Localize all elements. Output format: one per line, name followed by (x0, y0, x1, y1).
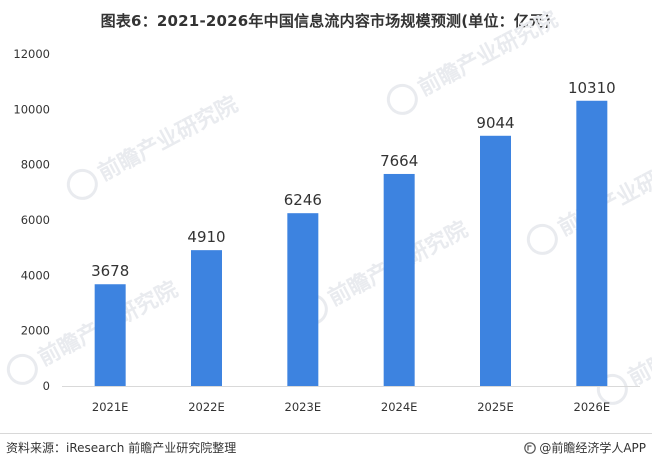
y-tick-label: 10000 (13, 102, 50, 116)
data-label: 7664 (380, 152, 418, 170)
watermark: 前瞻产业研究院 (296, 216, 472, 325)
source-note: 资料来源：iResearch 前瞻产业研究院整理 (6, 441, 237, 455)
watermark: 前瞻产业研究院 (386, 6, 562, 115)
watermark-text: 前瞻产业研究院 (94, 91, 242, 186)
brand-label: @前瞻经济学人APP (539, 441, 646, 455)
y-tick-label: 12000 (13, 47, 50, 61)
watermark-text: 前瞻产业研究院 (414, 6, 562, 101)
brand-logo-icon (524, 441, 537, 454)
x-tick-label: 2026E (574, 400, 611, 414)
data-label: 10310 (568, 79, 616, 97)
watermark-logo-icon (526, 223, 558, 255)
bar (480, 135, 511, 386)
x-tick-label: 2023E (285, 400, 322, 414)
bar (94, 284, 126, 386)
x-tick-label: 2025E (477, 400, 514, 414)
bar-chart: 前瞻产业研究院前瞻产业研究院前瞻产业研究院前瞻产业研究院前瞻产业研究院前瞻产业研… (6, 6, 652, 414)
y-tick-label: 0 (43, 379, 50, 393)
data-label: 4910 (187, 228, 225, 246)
bars-group (94, 100, 608, 387)
y-tick-label: 2000 (21, 324, 50, 338)
bar (383, 173, 415, 386)
watermark-logo-icon (66, 168, 98, 200)
y-tick-label: 4000 (21, 268, 50, 282)
x-tick-label: 2024E (381, 400, 418, 414)
y-tick-label: 8000 (21, 158, 50, 172)
y-axis: 0 2000 4000 6000 8000 10000 12000 (13, 47, 50, 393)
chart-title: 图表6：2021-2026年中国信息流内容市场规模预测(单位：亿元) (100, 12, 552, 30)
brand-credit[interactable]: @前瞻经济学人APP (524, 439, 646, 456)
bar (287, 213, 319, 386)
data-label: 3678 (91, 262, 129, 280)
data-labels-group: 3678 4910 6246 7664 9044 10310 (91, 79, 616, 280)
watermark-logo-icon (386, 83, 418, 115)
x-axis: 2021E 2022E 2023E 2024E 2025E 2026E (62, 386, 640, 414)
x-tick-label: 2021E (92, 400, 129, 414)
watermark-text: 前瞻产业研究院 (624, 296, 652, 391)
data-label: 6246 (284, 191, 322, 209)
x-tick-label: 2022E (188, 400, 225, 414)
y-tick-label: 6000 (21, 213, 50, 227)
watermark: 前瞻产业研究院 (66, 91, 242, 200)
bar (191, 250, 222, 386)
bar (576, 100, 608, 387)
data-label: 9044 (476, 114, 514, 132)
footer-divider (0, 433, 652, 434)
watermark-logo-icon (6, 353, 38, 385)
